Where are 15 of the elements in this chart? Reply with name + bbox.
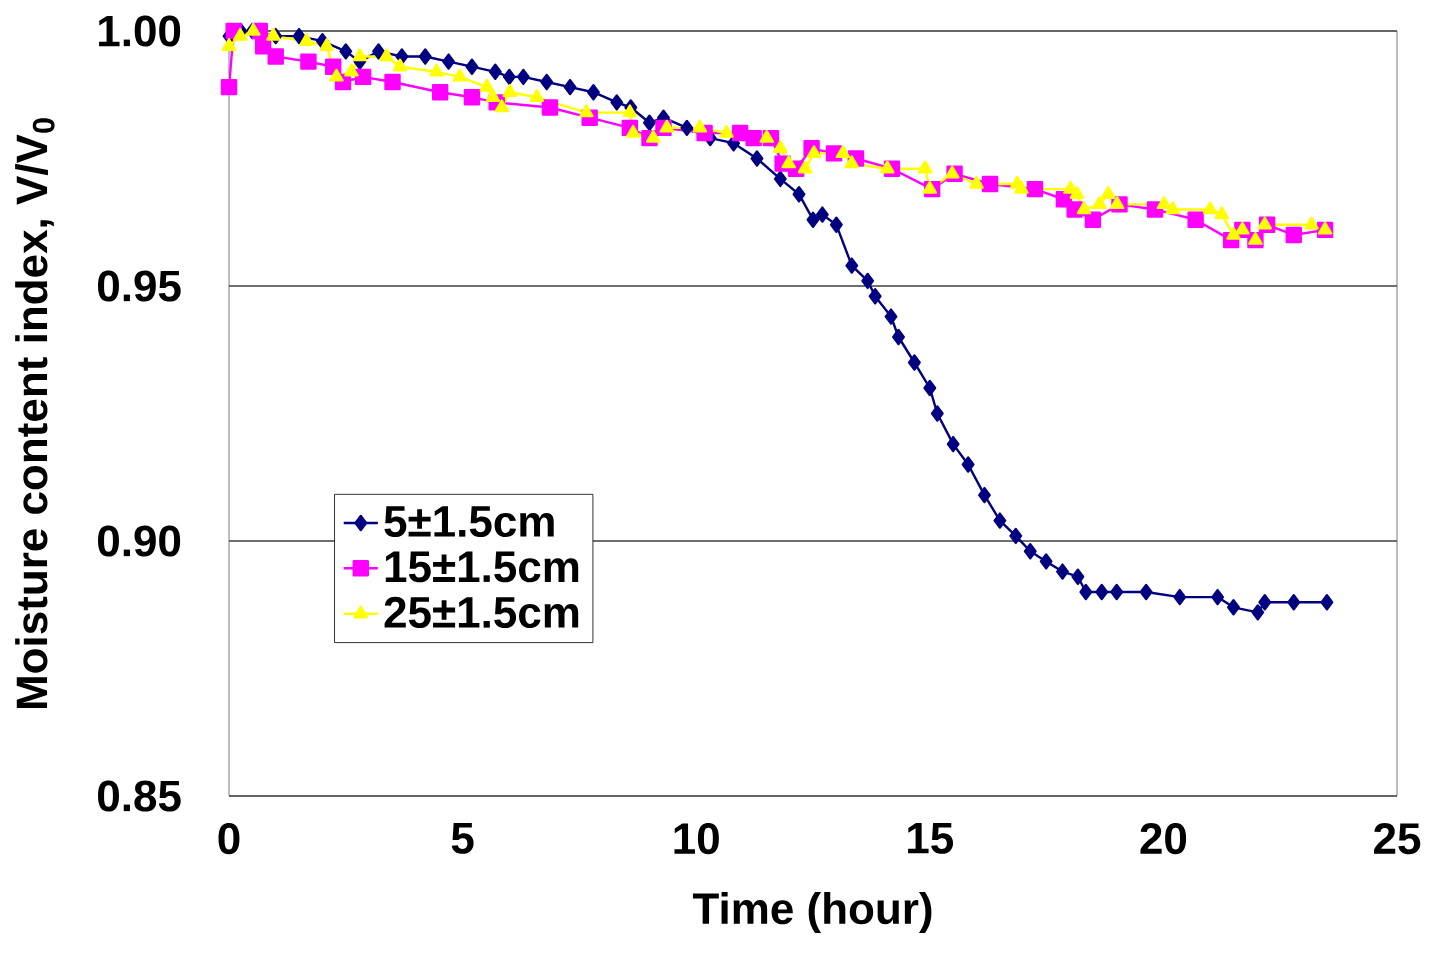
y-tick-label: 0.95: [98, 270, 181, 302]
y-tick-label: 1.00: [99, 15, 181, 47]
y-axis-title: Moisture content index, V/V$_{0}$: [15, 118, 55, 709]
x-tick-label: 5: [451, 823, 474, 854]
legend-label: 25±1.5cm: [384, 596, 579, 629]
x-tick-label: 0: [218, 823, 240, 855]
x-tick-label: 25: [1374, 823, 1421, 855]
y-tick-label: 0.85: [98, 780, 181, 812]
x-tick-label: 10: [674, 823, 719, 855]
legend-label: 15±1.5cm: [385, 551, 579, 583]
x-tick-label: 15: [908, 823, 954, 854]
y-tick-label: 0.90: [98, 525, 181, 557]
legend-label: 5±1.5cm: [384, 506, 554, 538]
x-tick-label: 20: [1140, 823, 1187, 855]
x-axis-title: Time (hour): [692, 891, 932, 933]
